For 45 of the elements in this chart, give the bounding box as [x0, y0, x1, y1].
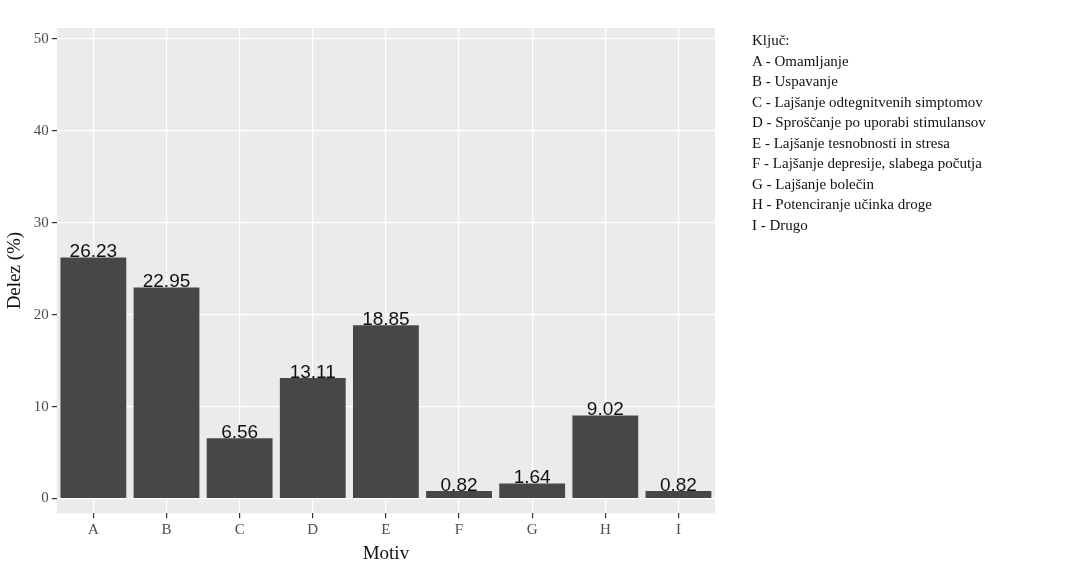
data-label: 22.95 [142, 270, 191, 292]
data-label: 13.11 [289, 360, 336, 382]
text: E - Lajšanje tesnobnosti in stresa [752, 133, 951, 153]
data-label: 26.23 [69, 240, 118, 262]
text: H - Potenciranje učinka droge [752, 195, 933, 214]
bar [133, 287, 200, 498]
y-tick-label: 40 [33, 121, 49, 138]
y-tick-label: 10 [33, 397, 49, 414]
y-tick-label: 30 [33, 213, 49, 230]
x-axis-title: Motiv [362, 541, 410, 563]
data-label: 0.82 [659, 473, 697, 495]
data-label: 18.85 [362, 308, 410, 330]
text: B - Uspavanje [752, 72, 839, 91]
y-tick-label: 50 [33, 29, 49, 46]
text: A - Omamljanje [752, 51, 850, 71]
text: I - Drugo [752, 215, 809, 235]
x-tick-label: C [234, 521, 245, 538]
bar [60, 257, 127, 498]
text: D - Sproščanje po uporabi stimulansov [752, 113, 986, 132]
bar [279, 378, 346, 498]
bar [206, 438, 273, 498]
text: C - Lajšanje odtegnitvenih simptomov [752, 92, 984, 112]
bar [645, 490, 712, 498]
text: Ključ: [752, 31, 791, 50]
x-tick-label: E [381, 521, 391, 538]
x-tick-label: D [307, 521, 319, 538]
bar [572, 415, 639, 498]
data-label: 9.02 [586, 398, 624, 420]
data-label: 1.64 [513, 466, 552, 488]
x-tick-label: F [454, 521, 464, 538]
x-tick-label: I [675, 521, 681, 538]
bar [352, 325, 419, 498]
data-label: 0.82 [440, 473, 478, 495]
y-tick-label: 20 [33, 305, 49, 322]
text: G - Lajšanje bolečin [752, 174, 876, 194]
bar [499, 483, 566, 498]
text: F - Lajšanje depresije, slabega počutja [752, 154, 983, 173]
bar [426, 490, 492, 498]
x-tick-label: A [87, 521, 99, 538]
y-tick-label: 0 [41, 489, 49, 506]
x-tick-label: B [161, 521, 172, 538]
x-tick-label: H [599, 521, 611, 538]
y-axis-title: Delez (%) [3, 231, 26, 310]
x-tick-label: G [526, 521, 538, 538]
data-label: 6.56 [221, 420, 259, 442]
